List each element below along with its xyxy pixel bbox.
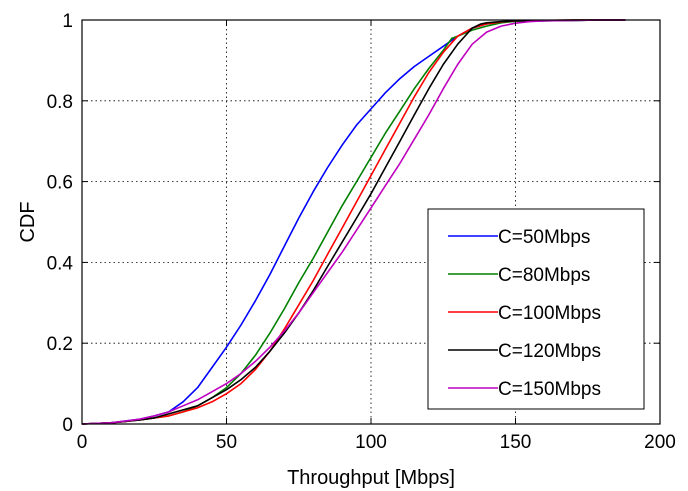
x-tick-label: 0 [77,432,88,453]
legend-box [427,208,645,410]
x-tick-label: 200 [644,432,676,453]
legend-label: C=50Mbps [498,227,590,248]
legend-label: C=120Mbps [498,341,601,362]
x-tick-label: 50 [216,432,237,453]
y-tick-labels: 0 0.2 0.4 0.6 0.8 1 [47,11,74,436]
y-tick-label: 0.8 [47,92,73,113]
x-tick-label: 100 [355,432,387,453]
y-tick-label: 0.6 [47,173,73,194]
x-axis-label: Throughput [Mbps] [287,467,455,489]
x-tick-label: 150 [500,432,532,453]
legend: C=50Mbps C=80Mbps C=100Mbps C=120Mbps C=150M… [427,208,645,410]
series-line [81,19,626,425]
y-tick-label: 1 [62,11,73,32]
x-tick-labels: 0 50 100 150 200 [77,432,676,453]
y-tick-label: 0.2 [47,334,73,355]
series-lines [81,19,626,425]
legend-label: C=100Mbps [498,303,601,324]
axis-ticks [81,19,661,425]
y-axis-label: CDF [17,201,39,242]
y-tick-label: 0.4 [47,253,74,274]
y-tick-label: 0 [62,415,73,436]
legend-items: C=50Mbps C=80Mbps C=100Mbps C=120Mbps C=150M… [448,227,601,400]
legend-label: C=150Mbps [498,379,601,400]
series-line [81,19,626,425]
series-line [81,19,626,425]
legend-label: C=80Mbps [498,265,590,286]
